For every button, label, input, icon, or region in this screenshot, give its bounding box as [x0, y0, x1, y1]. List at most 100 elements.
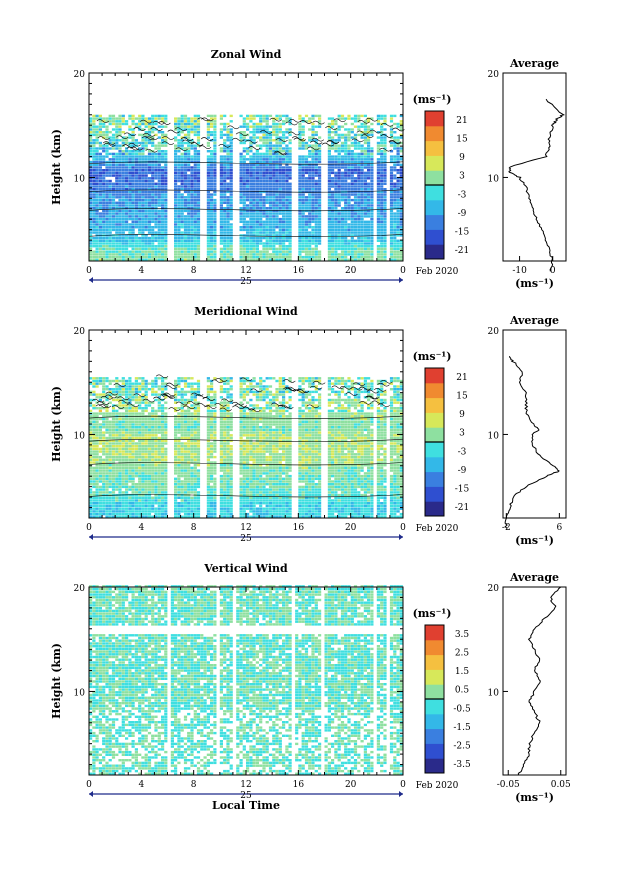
- heatmap-cell: [210, 131, 214, 134]
- heatmap-cell: [128, 171, 132, 175]
- heatmap-cell: [301, 158, 305, 161]
- heatmap-cell: [327, 193, 331, 196]
- heatmap-cell: [138, 491, 142, 494]
- heatmap-cell: [314, 247, 318, 251]
- heatmap-cell: [131, 510, 135, 513]
- heatmap-cell: [242, 239, 246, 242]
- heatmap-cell: [357, 255, 361, 259]
- heatmap-cell: [115, 499, 119, 502]
- heatmap-cell: [98, 407, 102, 410]
- heatmap-cell: [223, 160, 227, 164]
- contour-line: [103, 143, 116, 147]
- heatmap-cell: [376, 245, 380, 248]
- heatmap-cell: [288, 215, 292, 218]
- heatmap-cell: [265, 139, 269, 142]
- heatmap-cell: [308, 190, 312, 194]
- heatmap-cell: [108, 472, 112, 475]
- heatmap-cell: [138, 258, 142, 261]
- heatmap-cell: [108, 190, 112, 194]
- heatmap-cell: [206, 166, 210, 169]
- heatmap-cell: [242, 141, 246, 145]
- heatmap-cell: [360, 231, 364, 234]
- heatmap-cell: [147, 220, 152, 223]
- heatmap-cell: [242, 182, 246, 185]
- heatmap-cell: [376, 201, 380, 204]
- heatmap-cell: [187, 234, 191, 237]
- heatmap-cell: [111, 474, 116, 478]
- heatmap-cell: [157, 169, 161, 172]
- heatmap-cell: [154, 155, 158, 158]
- heatmap-cell: [115, 415, 119, 418]
- heatmap-cell: [125, 477, 129, 480]
- heatmap-cell: [229, 239, 233, 242]
- average-frame: [502, 72, 567, 262]
- heatmap-cell: [144, 228, 148, 232]
- heatmap-cell: [128, 190, 132, 194]
- heatmap-cell: [105, 515, 109, 518]
- heatmap-cell: [311, 255, 315, 259]
- heatmap-cell: [331, 250, 335, 253]
- heatmap-cell: [183, 169, 188, 172]
- heatmap-cell: [121, 155, 125, 158]
- heatmap-cell: [298, 212, 302, 215]
- heatmap-cell: [102, 415, 106, 418]
- heatmap-cell: [311, 158, 315, 161]
- heatmap-cell: [164, 242, 168, 245]
- heatmap-cell: [95, 415, 99, 418]
- heatmap-cell: [138, 231, 142, 234]
- heatmap-cell: [105, 131, 109, 134]
- heatmap-cell: [399, 174, 403, 177]
- heatmap-cell: [380, 188, 384, 191]
- heatmap-cell: [268, 255, 273, 259]
- heatmap-cell: [383, 242, 387, 245]
- heatmap-cell: [190, 182, 194, 185]
- heatmap-cell: [278, 239, 282, 242]
- heatmap-cell: [141, 147, 145, 150]
- heatmap-cell: [311, 212, 315, 215]
- heatmap-cell: [111, 491, 116, 494]
- heatmap-cell: [278, 250, 282, 253]
- heatmap-cell: [314, 160, 318, 164]
- heatmap-cell: [95, 131, 99, 134]
- heatmap-cell: [154, 188, 158, 191]
- heatmap-cell: [108, 491, 112, 494]
- heatmap-cell: [125, 390, 129, 394]
- heatmap-cell: [102, 242, 106, 245]
- heatmap-cell: [239, 169, 243, 172]
- heatmap-cell: [226, 217, 230, 221]
- heatmap-cell: [357, 212, 361, 215]
- heatmap-cell: [298, 136, 302, 139]
- heatmap-cell: [164, 155, 168, 158]
- heatmap-cell: [134, 250, 138, 253]
- heatmap-cell: [357, 114, 361, 118]
- heatmap-cell: [111, 128, 116, 131]
- heatmap-cell: [206, 163, 210, 166]
- heatmap-cell: [161, 223, 165, 226]
- heatmap-cell: [92, 204, 96, 207]
- heatmap-cell: [278, 236, 282, 240]
- heatmap-cell: [334, 193, 338, 196]
- heatmap-cell: [301, 258, 305, 261]
- heatmap-cell: [213, 155, 217, 158]
- heatmap-cell: [246, 234, 250, 237]
- heatmap-cell: [98, 144, 102, 147]
- heatmap-cell: [102, 420, 106, 423]
- heatmap-cell: [144, 188, 148, 191]
- heatmap-cell: [141, 215, 145, 218]
- heatmap-cell: [337, 114, 341, 118]
- heatmap-cell: [196, 190, 201, 194]
- heatmap-cell: [115, 155, 119, 158]
- heatmap-cell: [193, 258, 197, 261]
- heatmap-cell: [89, 234, 93, 237]
- heatmap-cell: [89, 141, 93, 145]
- heatmap-cell: [272, 131, 276, 134]
- heatmap-cell: [219, 226, 223, 229]
- heatmap-cell: [327, 185, 331, 188]
- heatmap-cell: [301, 117, 305, 120]
- heatmap-cell: [164, 152, 168, 156]
- heatmap-cell: [219, 160, 223, 164]
- heatmap-cell: [125, 434, 129, 437]
- heatmap-cell: [337, 163, 341, 166]
- heatmap-cell: [396, 245, 400, 248]
- heatmap-cell: [357, 228, 361, 232]
